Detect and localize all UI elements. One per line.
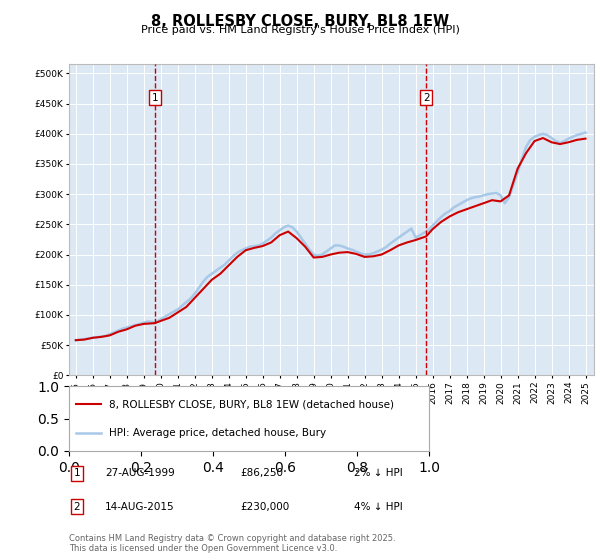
Text: 2: 2	[423, 92, 430, 102]
Text: 14-AUG-2015: 14-AUG-2015	[105, 502, 175, 512]
Text: £230,000: £230,000	[240, 502, 289, 512]
Text: Price paid vs. HM Land Registry's House Price Index (HPI): Price paid vs. HM Land Registry's House …	[140, 25, 460, 35]
Text: 2: 2	[73, 502, 80, 512]
Text: 1: 1	[151, 92, 158, 102]
Text: 27-AUG-1999: 27-AUG-1999	[105, 468, 175, 478]
Text: Contains HM Land Registry data © Crown copyright and database right 2025.
This d: Contains HM Land Registry data © Crown c…	[69, 534, 395, 553]
Text: 4% ↓ HPI: 4% ↓ HPI	[354, 502, 403, 512]
Text: 1: 1	[73, 468, 80, 478]
Text: HPI: Average price, detached house, Bury: HPI: Average price, detached house, Bury	[109, 428, 326, 438]
Text: £86,250: £86,250	[240, 468, 283, 478]
Text: 8, ROLLESBY CLOSE, BURY, BL8 1EW (detached house): 8, ROLLESBY CLOSE, BURY, BL8 1EW (detach…	[109, 399, 394, 409]
Text: 2% ↓ HPI: 2% ↓ HPI	[354, 468, 403, 478]
Text: 8, ROLLESBY CLOSE, BURY, BL8 1EW: 8, ROLLESBY CLOSE, BURY, BL8 1EW	[151, 14, 449, 29]
